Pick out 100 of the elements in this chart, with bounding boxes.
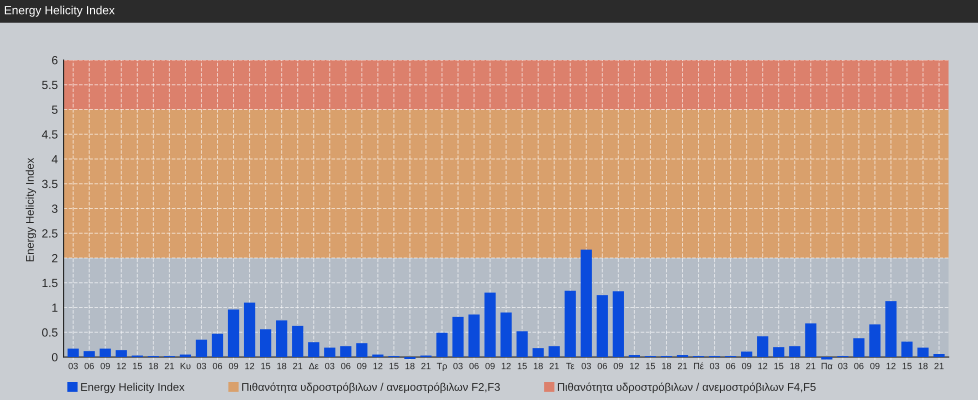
- x-tick-label: 15: [390, 362, 399, 370]
- x-tick-label: 21: [806, 362, 816, 370]
- x-tick-label: 15: [646, 362, 656, 370]
- x-tick-label: 12: [116, 362, 126, 370]
- x-tick-label: 06: [84, 362, 94, 370]
- legend-label: Energy Helicity Index: [81, 382, 184, 394]
- x-tick-label: 12: [630, 362, 639, 370]
- x-tick-label: 06: [212, 362, 222, 370]
- x-tick-label: 18: [534, 362, 543, 370]
- x-tick-label: 12: [758, 362, 768, 370]
- bar: [933, 354, 945, 358]
- x-tick-label: Πέ: [694, 362, 704, 370]
- bar: [869, 324, 881, 358]
- legend-label: Πιθανότητα υδροστρόβιλων / ανεμοστρόβιλων F4,F5: [558, 382, 816, 394]
- y-tick-label: 0.5: [42, 328, 58, 337]
- bar: [292, 326, 304, 358]
- x-tick-label: 03: [325, 362, 334, 370]
- x-tick-label: Κυ: [180, 362, 190, 370]
- x-tick-label: 03: [68, 362, 78, 370]
- x-tick-label: 15: [902, 362, 912, 370]
- chart-title: Energy Helicity Index: [4, 6, 115, 17]
- bar: [340, 346, 352, 358]
- x-tick-label: 06: [598, 362, 607, 370]
- bar: [244, 302, 256, 358]
- x-tick-label: 09: [485, 362, 495, 370]
- bar: [324, 348, 336, 358]
- y-axis-title: Energy Helicity Index: [26, 158, 36, 262]
- x-tick-label: 18: [790, 362, 800, 370]
- bar: [516, 331, 528, 358]
- bar: [564, 290, 576, 358]
- x-tick-label: Πα: [822, 362, 832, 370]
- x-tick-label: 09: [614, 362, 623, 370]
- bar: [741, 352, 752, 358]
- y-tick-label: 4: [52, 155, 58, 164]
- x-tick-label: 06: [726, 362, 736, 370]
- bar: [212, 334, 224, 358]
- bar: [484, 292, 496, 358]
- bar: [100, 348, 111, 358]
- y-tick-label: 0: [52, 353, 58, 362]
- y-tick-label: 3.5: [42, 180, 58, 188]
- bar: [260, 329, 272, 358]
- bar: [452, 316, 464, 358]
- bar: [372, 354, 384, 358]
- x-tick-label: 12: [374, 362, 382, 370]
- bar: [468, 314, 480, 358]
- x-tick-label: 03: [453, 362, 463, 370]
- x-tick-label: 15: [774, 362, 784, 370]
- bar: [68, 348, 79, 358]
- bar: [885, 301, 897, 358]
- x-tick-label: 03: [196, 362, 206, 370]
- x-tick-label: 18: [149, 362, 158, 370]
- bar: [821, 357, 832, 360]
- x-tick-label: 09: [742, 362, 752, 370]
- x-tick-label: 21: [934, 362, 944, 370]
- bar: [116, 350, 127, 358]
- y-tick-label: 5: [52, 106, 58, 114]
- x-tick-label: 18: [918, 362, 928, 370]
- x-tick-label: 15: [132, 362, 142, 370]
- y-tick-label: 2: [52, 254, 58, 262]
- bar: [180, 354, 192, 358]
- bar: [805, 323, 816, 358]
- x-tick-label: 09: [870, 362, 880, 370]
- bar: [901, 342, 913, 358]
- x-tick-label: 12: [886, 362, 896, 370]
- x-tick-label: 12: [502, 362, 511, 370]
- x-tick-label: 21: [678, 362, 688, 370]
- bar: [612, 291, 624, 358]
- bar: [917, 348, 929, 358]
- bar: [757, 336, 768, 358]
- y-tick-label: 1.5: [42, 278, 58, 288]
- x-tick-label: 15: [518, 362, 527, 370]
- bar: [532, 348, 544, 358]
- bar: [789, 346, 800, 358]
- bar: [436, 332, 448, 358]
- x-tick-label: 18: [406, 362, 415, 370]
- x-tick-label: 03: [710, 362, 720, 370]
- y-tick-label: 4.5: [42, 130, 58, 139]
- bar: [853, 338, 864, 358]
- x-tick-label: 21: [293, 362, 302, 370]
- x-tick-label: 09: [228, 362, 238, 370]
- y-tick-label: 1: [52, 304, 58, 312]
- bar: [196, 340, 208, 358]
- bar: [84, 351, 95, 358]
- y-tick-label: 2.5: [42, 229, 58, 238]
- y-tick-label: 6: [52, 56, 58, 64]
- x-tick-label: 15: [261, 362, 270, 370]
- x-tick-label: 06: [854, 362, 864, 370]
- bar: [548, 346, 560, 358]
- x-tick-label: 09: [357, 362, 366, 370]
- bar: [500, 312, 512, 358]
- x-tick-label: 18: [662, 362, 672, 370]
- bar: [228, 310, 240, 358]
- legend-label: Πιθανότητα υδροστρόβιλων / ανεμοστρόβιλων F2,F3: [242, 382, 500, 394]
- bar: [773, 347, 784, 358]
- x-tick-label: Δε: [308, 362, 319, 370]
- x-tick-label: 21: [164, 362, 174, 370]
- x-tick-label: 21: [550, 362, 559, 370]
- y-tick-label: 3: [52, 204, 58, 213]
- bar: [308, 342, 320, 358]
- x-tick-label: 12: [245, 362, 254, 370]
